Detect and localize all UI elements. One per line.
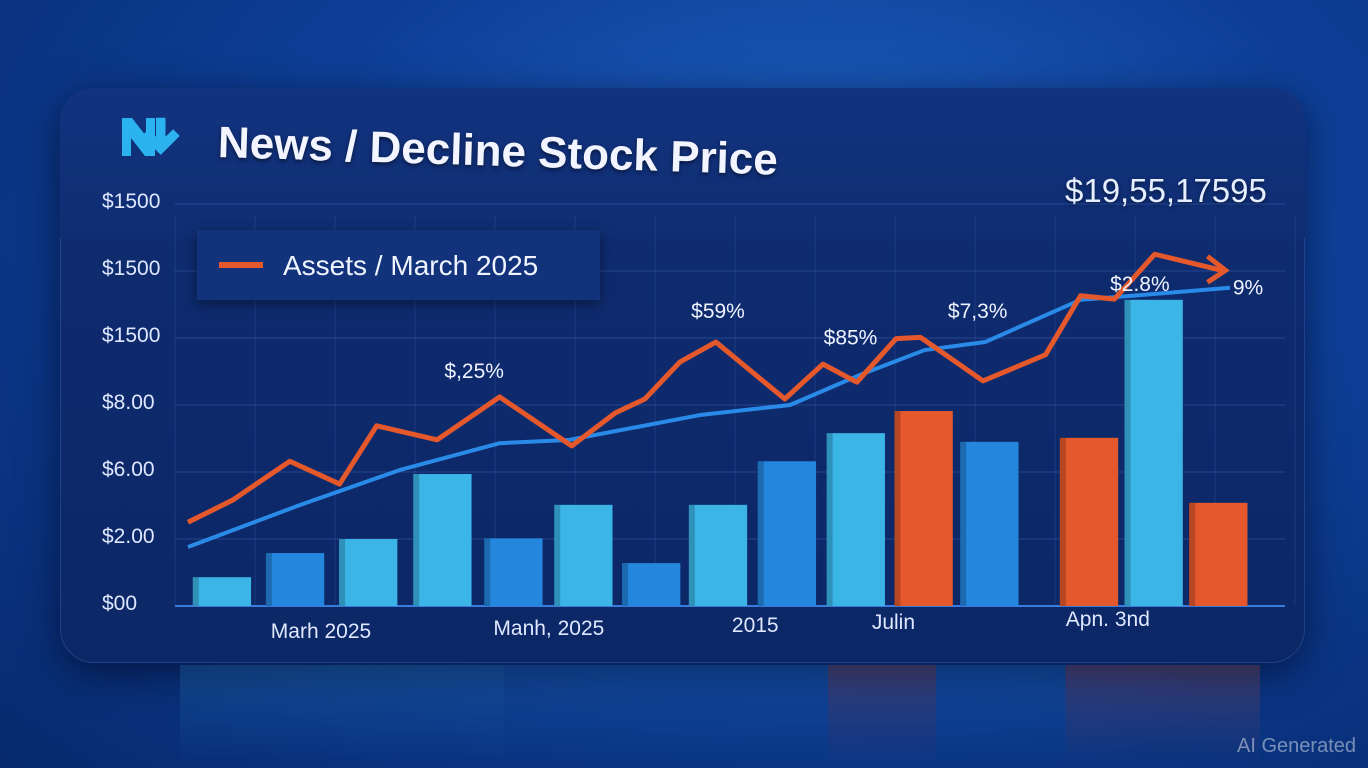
y-tick-label: $6.00 [102,458,155,481]
y-tick-label: $1500 [102,190,161,213]
bar [339,539,398,606]
legend-swatch-orange [219,262,263,268]
y-tick-label: $8.00 [102,391,155,414]
bar [484,538,543,606]
y-tick-label: $2.00 [102,525,155,548]
bar [192,577,252,606]
bar [413,474,472,606]
data-label: $2.8% [1110,273,1170,296]
bar [1059,437,1119,606]
bar-shade [265,553,272,606]
bar [960,441,1019,606]
x-tick-label: Manh, 2025 [493,617,605,640]
bar-shade [554,504,561,606]
legend: Assets / March 2025 [197,230,600,300]
y-tick-label: $00 [102,592,138,615]
bar-shade [1189,502,1196,606]
data-label: $7,3% [948,300,1008,323]
bar [826,433,885,606]
bar-shade [484,538,491,606]
bar-shade [413,474,420,606]
y-tick-label: $1500 [102,257,161,280]
watermark: AI Generated [1237,735,1356,757]
data-label: $85% [824,327,878,350]
data-label: $,25% [444,360,504,383]
bar-shade [339,539,346,606]
bar [1124,299,1183,606]
bar [554,504,613,606]
bar-shade [894,411,901,606]
reflection [180,665,1260,765]
bar-shade [960,441,967,606]
bar-shade [1059,437,1066,606]
x-tick-label: 2015 [731,614,779,637]
bar [894,411,953,606]
data-label: 9% [1233,276,1263,299]
legend-label: Assets / March 2025 [283,250,539,281]
data-label: $59% [691,300,745,323]
bar [265,553,325,606]
bar [688,504,748,606]
bar [1189,502,1248,606]
bar-shade [1124,299,1131,606]
bar-shade [688,504,695,606]
x-tick-label: Apn. 3nd [1065,608,1150,631]
headline-value: $19,55,17595 [1065,172,1267,209]
bar-shade [757,461,764,606]
bar-shade [622,563,629,606]
line-series-assets [186,251,1223,525]
y-tick-label: $1500 [102,324,161,347]
bar [757,461,817,606]
news-decline-logo-icon [122,117,180,156]
x-tick-label: Julin [871,611,916,634]
chart-header [60,88,1305,238]
bar [622,563,681,606]
arrow-head-icon [1205,254,1230,285]
bar-shade [826,433,833,606]
x-tick-label: Marh 2025 [270,620,372,643]
bar-shade [192,577,199,606]
